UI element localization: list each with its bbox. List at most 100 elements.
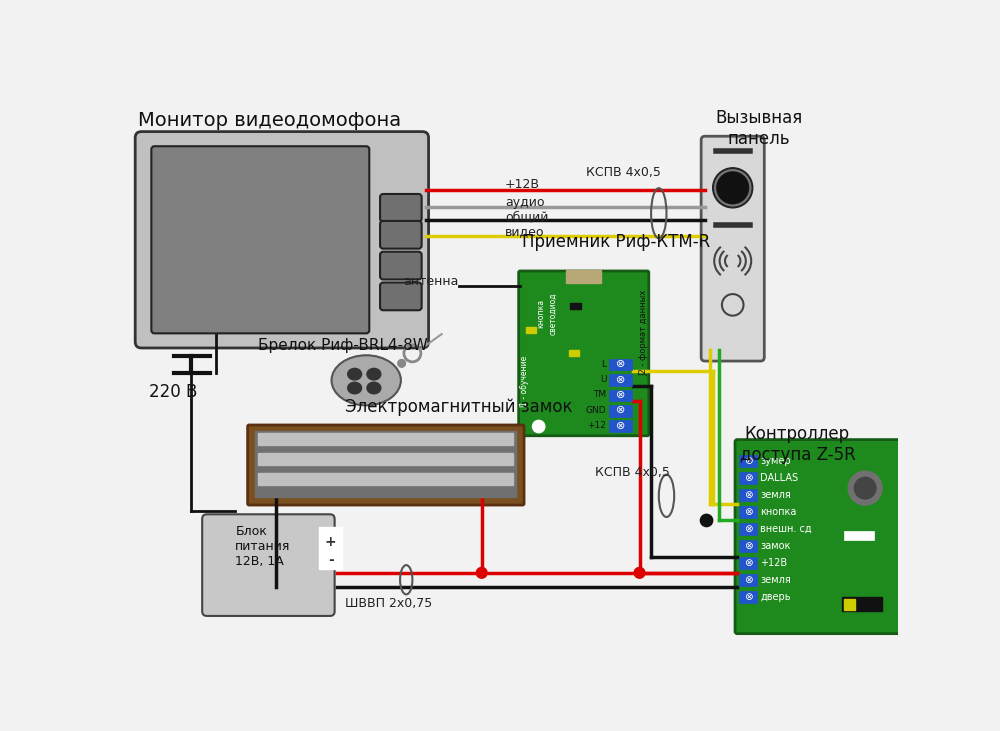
Text: J1 - обучение: J1 - обучение [520,356,529,408]
Bar [739,489,757,501]
Text: ⊗: ⊗ [744,490,752,500]
Bar [739,591,757,603]
Text: Вызывная
панель: Вызывная панель [715,109,803,148]
Text: земля: земля [760,490,791,500]
Text: кнопка: кнопка [536,299,545,328]
FancyBboxPatch shape [248,425,524,505]
Text: U: U [600,375,606,384]
Circle shape [717,173,748,203]
Text: общий: общий [505,210,548,223]
Text: Брелок Риф-BRL4-8W: Брелок Риф-BRL4-8W [258,338,428,353]
Text: L: L [601,360,606,368]
Text: ⊗: ⊗ [744,473,752,483]
Text: ⊗: ⊗ [744,558,752,568]
Text: Приемник Риф-КТМ-R: Приемник Риф-КТМ-R [522,232,710,251]
Text: ⊗: ⊗ [744,524,752,534]
Bar [739,574,757,586]
Circle shape [533,420,545,433]
Text: антенна: антенна [403,276,459,288]
Bar [609,390,632,401]
Text: видео: видео [505,225,544,238]
Bar [566,270,601,282]
Text: ⊗: ⊗ [744,591,752,602]
Text: КСПВ 4х0,5: КСПВ 4х0,5 [595,466,670,480]
Bar [570,303,581,308]
Ellipse shape [348,382,362,394]
Text: светодиод: светодиод [548,292,557,335]
Text: ⊗: ⊗ [616,406,625,415]
Circle shape [854,477,876,499]
Bar [609,359,632,371]
Bar [609,405,632,417]
Text: +12В: +12В [760,558,788,568]
Bar [739,472,757,484]
Bar [739,556,757,569]
Ellipse shape [367,382,381,394]
Text: ⊗: ⊗ [744,456,752,466]
Text: -: - [328,553,334,567]
Text: внешн. сд: внешн. сд [760,524,812,534]
Circle shape [848,471,882,505]
FancyBboxPatch shape [519,271,649,436]
FancyBboxPatch shape [380,221,422,249]
Bar [739,523,757,535]
FancyBboxPatch shape [380,251,422,279]
Bar [569,349,579,356]
Ellipse shape [367,368,381,380]
Text: ⊗: ⊗ [616,359,625,369]
FancyBboxPatch shape [735,439,900,634]
FancyBboxPatch shape [701,136,764,361]
Ellipse shape [332,355,401,406]
Bar [842,597,882,611]
Bar [609,374,632,386]
Text: КСПВ 4х0,5: КСПВ 4х0,5 [586,166,661,179]
Text: кнопка: кнопка [760,507,797,517]
Text: замок: замок [760,541,791,551]
Bar [739,455,757,467]
Text: TM: TM [593,390,606,399]
Text: ⊗: ⊗ [744,507,752,517]
Text: Блок
питания
12В, 1А: Блок питания 12В, 1А [235,525,291,568]
Text: +12: +12 [588,421,606,431]
Bar [739,506,757,518]
Text: +12В: +12В [505,178,540,192]
Text: Контроллер
доступа Z-5R: Контроллер доступа Z-5R [740,425,855,463]
FancyBboxPatch shape [380,194,422,221]
Text: Монитор видеодомофона: Монитор видеодомофона [138,110,402,129]
Text: ⊗: ⊗ [616,374,625,385]
Bar [609,420,632,432]
Text: ⊗: ⊗ [744,541,752,551]
Text: GND: GND [586,406,606,415]
Bar [258,473,513,485]
Text: 220 В: 220 В [149,383,197,401]
Text: DALLAS: DALLAS [760,473,799,483]
FancyBboxPatch shape [151,146,369,333]
Text: ⊗: ⊗ [616,390,625,400]
Bar [319,526,342,569]
FancyBboxPatch shape [202,515,335,616]
Text: зумер: зумер [760,456,791,466]
Text: ⊗: ⊗ [616,421,625,431]
Circle shape [476,567,487,578]
Text: дверь: дверь [760,591,791,602]
Text: ШВВП 2х0,75: ШВВП 2х0,75 [345,597,432,610]
Text: Электромагнитный замок: Электромагнитный замок [345,398,572,416]
Circle shape [713,168,753,208]
Text: аудио: аудио [505,196,544,209]
Bar [526,327,536,333]
Bar [739,539,757,552]
Bar [255,431,516,497]
Bar [258,433,513,445]
FancyBboxPatch shape [380,282,422,310]
Text: J2 - формат данных: J2 - формат данных [639,289,648,376]
Circle shape [700,515,713,526]
Text: +: + [325,535,337,549]
Circle shape [398,360,405,367]
Bar [844,531,874,540]
Ellipse shape [348,368,362,380]
Text: земля: земля [760,575,791,585]
Circle shape [634,567,645,578]
Bar [844,599,855,610]
Bar [258,452,513,465]
FancyBboxPatch shape [135,132,429,348]
